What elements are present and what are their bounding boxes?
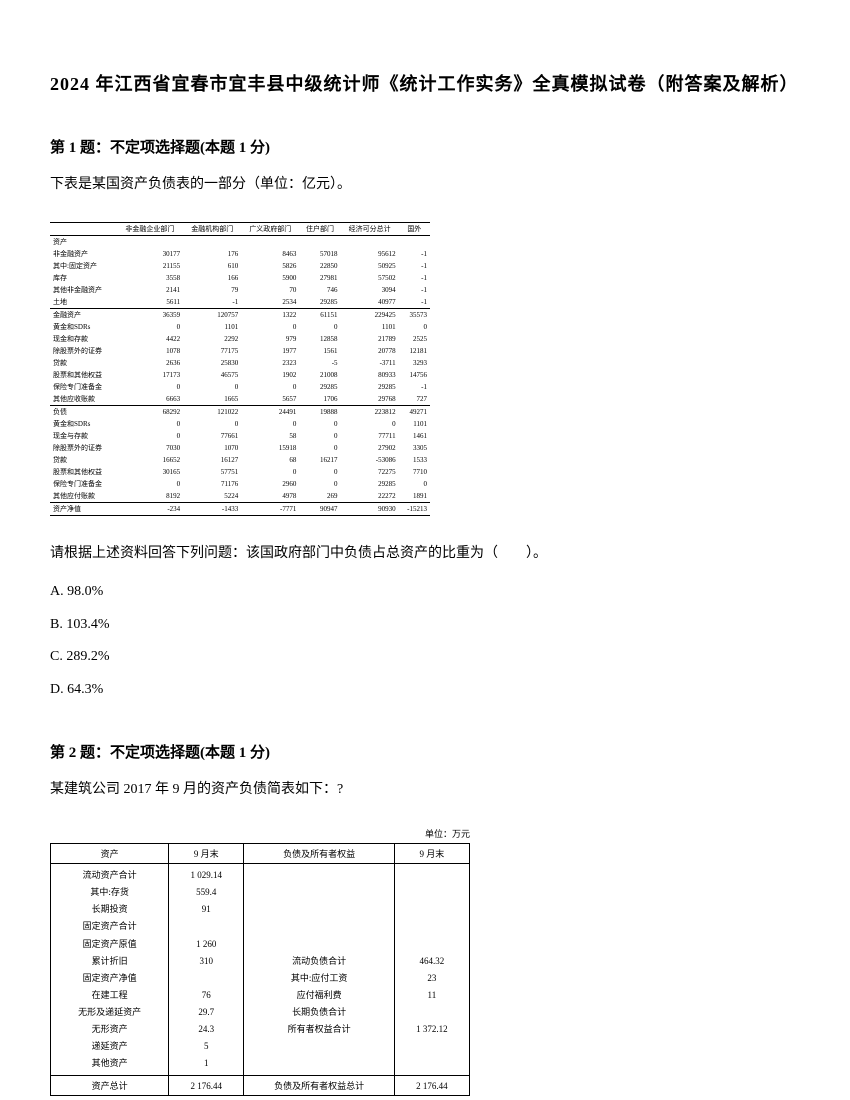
q1-header: 第 1 题：不定项选择题(本题 1 分) [50,136,800,157]
q1-table: 非金融企业部门金融机构部门广义政府部门住户部门经济可分总计国外资产非金融资产30… [50,222,800,516]
q2-header: 第 2 题：不定项选择题(本题 1 分) [50,741,800,762]
q2-unit: 单位：万元 [50,827,470,840]
page-title: 2024 年江西省宜春市宜丰县中级统计师《统计工作实务》全真模拟试卷（附答案及解… [50,70,800,96]
q1-option-b: B. 103.4% [50,614,800,636]
q1-text: 下表是某国资产负债表的一部分（单位：亿元）。 [50,172,800,197]
q2-text: 某建筑公司 2017 年 9 月的资产负债简表如下：? [50,777,800,802]
q1-option-a: A. 98.0% [50,581,800,603]
q2-table: 单位：万元 资产9 月末负债及所有者权益9 月末流动资产合计其中:存货长期投资固… [50,827,800,1096]
q1-prompt: 请根据上述资料回答下列问题：该国政府部门中负债占总资产的比重为（ ）。 [50,541,800,566]
q1-option-d: D. 64.3% [50,679,800,701]
q1-option-c: C. 289.2% [50,646,800,668]
